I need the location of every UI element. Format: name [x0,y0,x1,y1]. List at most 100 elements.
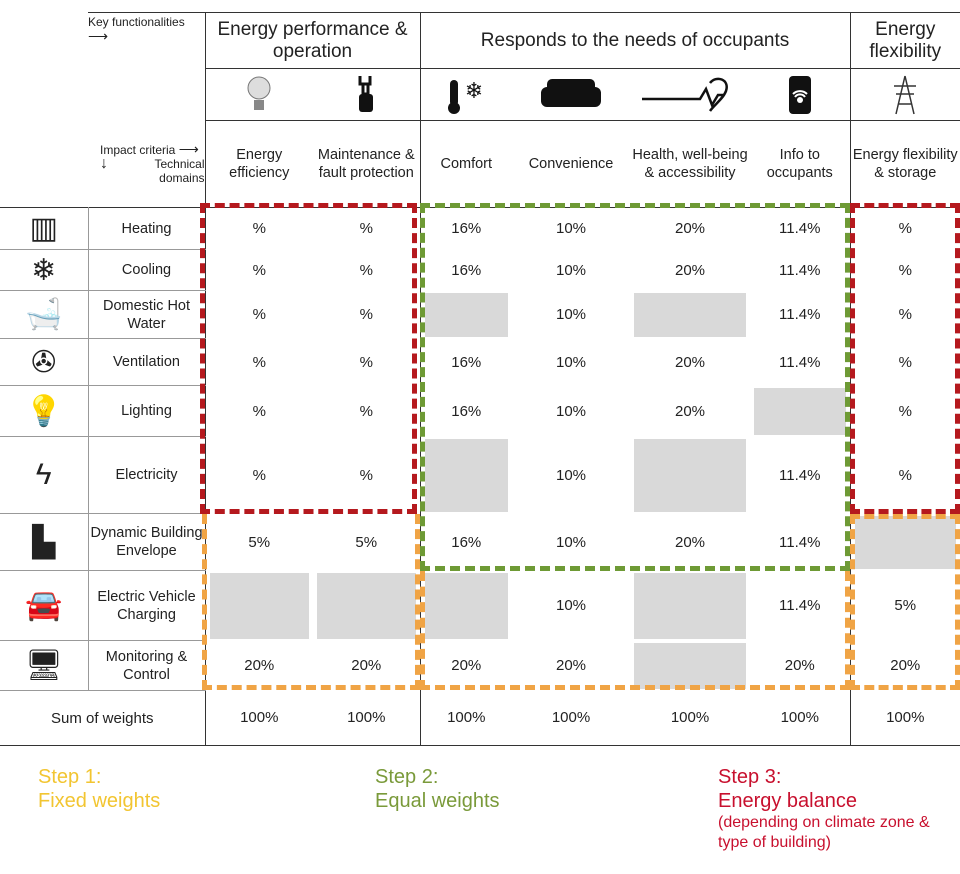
weight-cell: 20% [556,657,587,674]
domain-label: Electric Vehicle Charging [88,570,205,641]
na-cell [419,436,513,514]
heart-pulse-icon [630,68,751,121]
step-1-legend: Step 1: Fixed weights [38,766,161,812]
weight-cell: 16% [419,513,513,571]
sum-cell: 100% [419,690,513,746]
weight-cell: 20% [204,640,313,691]
weight-cell: 11.4% [779,353,821,371]
domain-label: Heating [88,207,205,250]
weight-cell: 20% [351,657,382,674]
table-row: 🛁 Domestic Hot Water%% 10% 11.4%% [0,290,960,339]
weight-cell: 16% [419,385,513,437]
domain-label: Monitoring & Control [88,640,205,691]
weight-cell: 5% [204,513,313,571]
table-row: ❄ Cooling%% 16% 10% 20% 11.4%% [0,249,960,291]
weight-cell: 11.4% [750,207,851,250]
domain-label: Ventilation [88,338,205,386]
bulb-icon: 💡 [0,385,89,437]
weight-cell: 5% [849,570,960,641]
lightning-icon: ϟ [0,436,89,514]
na-cell [630,571,750,641]
weight-cell: 11.4% [779,466,821,484]
na-cell [630,437,750,514]
weight-cell: 20% [675,261,706,279]
criterion-info: Info to occupants [750,120,851,208]
weight-cell: 20% [675,402,706,420]
weight-cell: 20% [675,533,706,551]
weighting-table: Key functionalities ⟶ Energy performance… [0,12,960,746]
weight-cell: 5% [355,533,378,551]
sum-cell: 100% [630,690,751,746]
weight-cell: 20% [849,640,960,691]
weight-cell: % [313,207,421,250]
table-row: ▥ Heating%% 16% 10% 20% 11.4%% [0,207,960,250]
key-functionalities-label: Key functionalities ⟶ [88,12,205,69]
weight-cell: % [204,249,313,291]
sum-row: Sum of weights 100% 100% 100% 100% 100% 100% 10… [0,690,960,746]
weight-cell: 10% [512,207,631,250]
table-row: ϟ Electricity%% 10% 11.4%% [0,436,960,514]
domain-label: Cooling [88,249,205,291]
na-cell [630,641,750,691]
table-row: 🚘 Electric Vehicle Charging 10% 11.4% 5% [0,570,960,641]
monitor-icon: 🖥 [0,640,89,691]
sum-label: Sum of weights [0,690,205,746]
group-energy-flexibility: Energy flexibility [849,12,960,69]
axis-labels: Impact criteria ⟶ ↓ Technical domains [100,141,205,186]
step-3-legend: Step 3: Energy balance (depending on clima… [718,766,930,851]
sum-cell: 100% [512,690,631,746]
weight-cell: 20% [630,207,751,250]
ev-car-icon: 🚘 [0,570,89,641]
weight-cell: 20% [675,353,706,371]
na-cell [750,386,850,437]
domain-label: Lighting [88,385,205,437]
na-cell [204,570,313,641]
table-row: ✇ Ventilation%% 16% 10% 20% 11.4%% [0,338,960,386]
snowflake-icon: ❄ [0,249,89,291]
bathtub-icon: 🛁 [0,290,89,339]
buildings-icon: ▙ [0,513,89,571]
table-row: 🖥 Monitoring & Control 20% 20% 20% 20% 20% 20% [0,640,960,691]
weight-cell: 10% [556,597,587,614]
weight-cell: % [359,261,373,279]
radiator-icon: ▥ [0,207,89,250]
criterion-energy-efficiency: Energy efficiency [204,120,313,208]
weight-cell: 11.4% [779,597,821,614]
sofa-icon [512,68,631,121]
weight-cell: 10% [556,466,587,484]
weight-cell: % [359,466,373,484]
phone-wifi-icon [750,68,851,121]
na-cell [630,291,750,339]
criterion-maintenance: Maintenance & fault protection [313,120,421,208]
sum-cell: 100% [849,690,960,746]
weight-cell: 11.4% [779,533,821,551]
weight-cell: % [359,306,373,323]
weight-cell: 20% [784,657,815,674]
sum-cell: 100% [750,690,851,746]
thermometer-snowflake-icon: ❄ [419,68,513,121]
weight-cell: % [849,338,960,386]
domain-label: Domestic Hot Water [88,290,205,339]
weight-cell: % [204,436,313,514]
na-cell [313,571,420,641]
na-cell [419,290,513,339]
weight-cell: % [204,290,313,339]
weight-cell: 10% [556,306,587,323]
lightbulb-icon [204,68,313,121]
table-row: ▙ Dynamic Building Envelope 5% 5% 16% 10% 20% 1… [0,513,960,571]
weight-cell: % [849,436,960,514]
weight-cell: % [359,353,373,371]
criterion-convenience: Convenience [512,120,631,208]
na-cell [419,570,513,641]
domain-label: Dynamic Building Envelope [88,513,205,571]
weight-cell: 20% [419,640,513,691]
weight-cell: 16% [419,249,513,291]
weight-cell: 10% [556,402,587,420]
criterion-health: Health, well-being & accessibility [630,120,751,208]
domain-label: Electricity [88,436,205,514]
criterion-comfort: Comfort [419,120,513,208]
weight-cell: % [849,249,960,291]
weight-cell: % [204,385,313,437]
weight-cell: 10% [556,353,587,371]
criterion-flexibility: Energy flexibility & storage [849,120,960,208]
